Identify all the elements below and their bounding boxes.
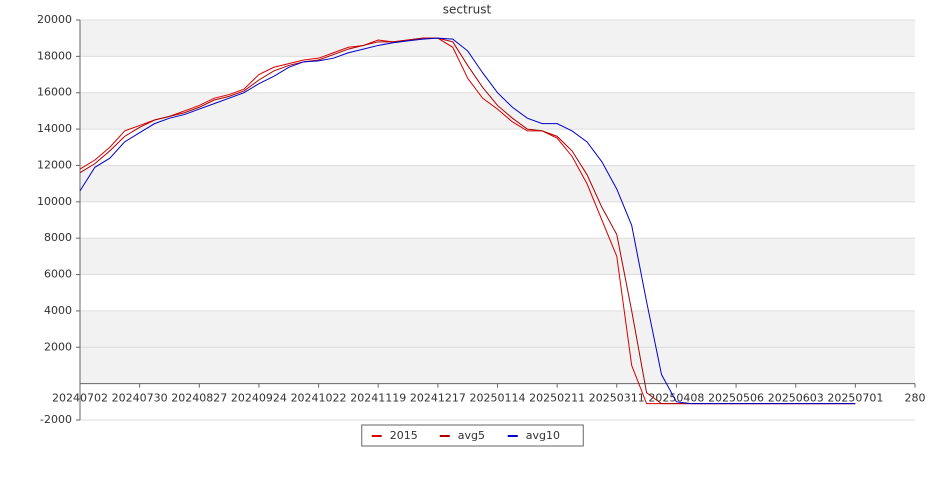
- x-tick-label: 20241119: [350, 392, 406, 405]
- x-tick-label: 20250603: [768, 392, 824, 405]
- y-tick-label: 20000: [37, 13, 72, 26]
- x-tick-label: 20250114: [470, 392, 526, 405]
- x-tick-label: 20241022: [291, 392, 347, 405]
- legend-label: avg5: [458, 429, 485, 442]
- grid-band: [80, 165, 915, 202]
- grid-band: [80, 92, 915, 130]
- y-tick-label: 2000: [44, 340, 72, 353]
- legend-label: avg10: [526, 429, 560, 442]
- y-tick-label: -2000: [40, 413, 72, 426]
- y-tick-label: 8000: [44, 231, 72, 244]
- y-tick-label: 16000: [37, 86, 72, 99]
- x-tick-label: 20250701: [827, 392, 883, 405]
- grid-band: [80, 238, 915, 275]
- chart-title: sectrust: [443, 3, 492, 17]
- x-tick-label: 20240702: [52, 392, 108, 405]
- y-tick-label: 10000: [37, 195, 72, 208]
- x-tick-label: 20240924: [231, 392, 287, 405]
- x-tick-label: 20240730: [112, 392, 168, 405]
- x-tick-label: 20250211: [529, 392, 585, 405]
- x-tick-label: 280: [905, 392, 926, 405]
- legend-box: [361, 424, 584, 447]
- y-tick-label: 12000: [37, 158, 72, 171]
- x-tick-label: 20250408: [648, 392, 704, 405]
- x-tick-label: 20241217: [410, 392, 466, 405]
- grid-band: [80, 20, 915, 57]
- y-tick-label: 18000: [37, 49, 72, 62]
- series-line: [79, 37, 856, 405]
- y-tick-label: 4000: [44, 304, 72, 317]
- y-tick-label: 6000: [44, 268, 72, 281]
- y-tick-label: 14000: [37, 122, 72, 135]
- x-tick-label: 20240827: [171, 392, 227, 405]
- x-tick-label: 20250311: [589, 392, 645, 405]
- x-tick-label: 20250506: [708, 392, 764, 405]
- legend-label: 2015: [390, 429, 418, 442]
- legend: 2015 avg5 avg10: [361, 424, 584, 447]
